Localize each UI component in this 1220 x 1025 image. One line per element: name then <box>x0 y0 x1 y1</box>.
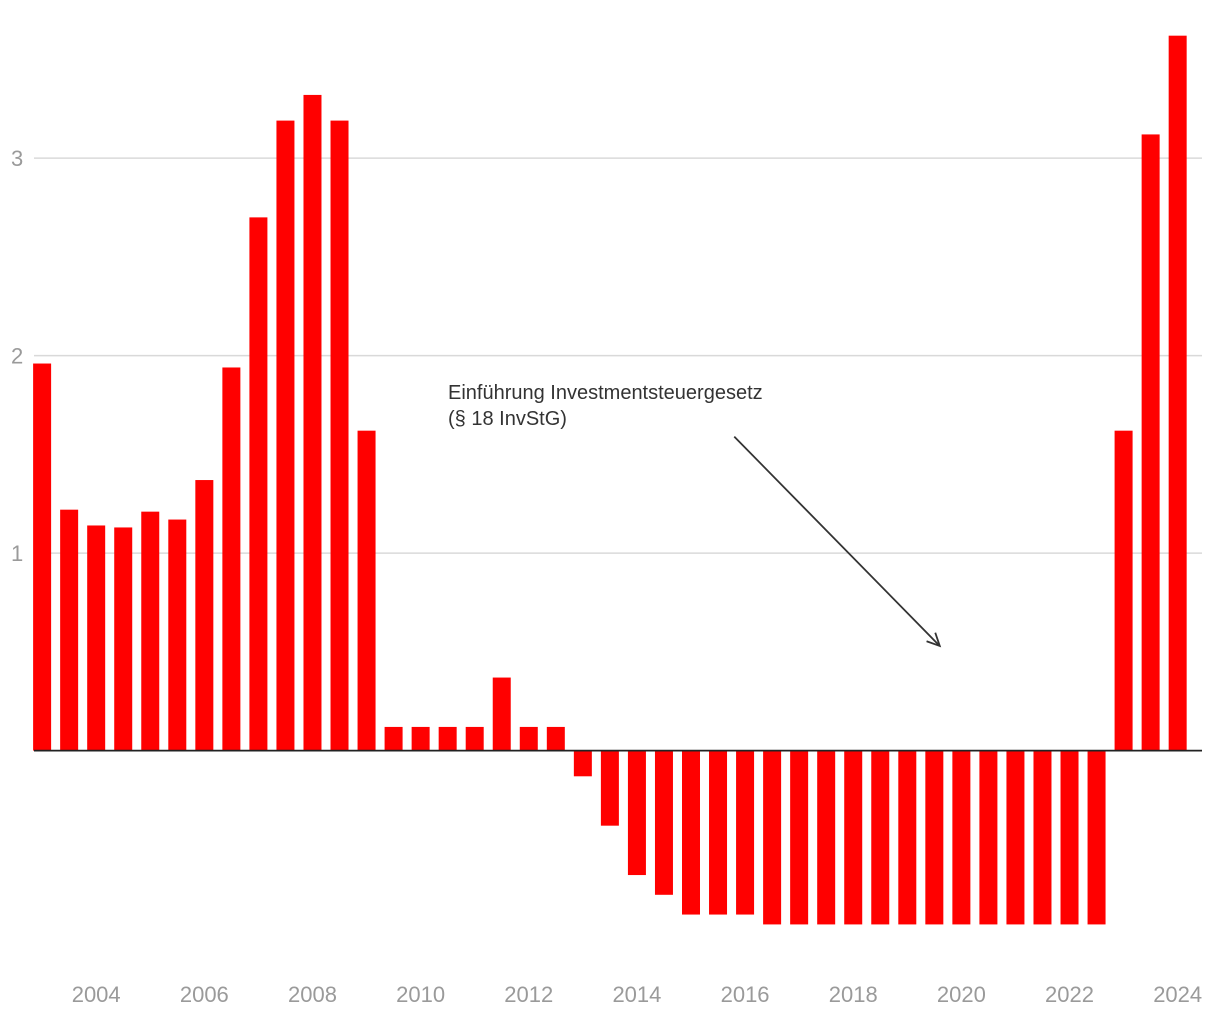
x-tick-label: 2018 <box>829 982 878 1007</box>
bar <box>790 750 809 925</box>
bar <box>519 726 538 751</box>
bar <box>492 677 511 751</box>
x-tick-label: 2016 <box>721 982 770 1007</box>
x-tick-label: 2014 <box>612 982 661 1007</box>
bar <box>303 94 322 751</box>
bar <box>60 509 79 751</box>
x-tick-label: 2004 <box>72 982 121 1007</box>
x-tick-label: 2024 <box>1153 982 1202 1007</box>
bar <box>1168 35 1187 751</box>
y-tick-label: 1 <box>11 541 23 566</box>
annotation: Einführung Investmentsteuergesetz (§ 18 I… <box>448 382 942 648</box>
bar <box>709 750 728 915</box>
y-tick-label: 3 <box>11 146 23 171</box>
bar <box>654 750 673 895</box>
bar <box>222 367 241 751</box>
bar <box>276 120 295 751</box>
bar <box>114 527 133 751</box>
bar <box>817 750 836 925</box>
bar <box>925 750 944 925</box>
bars <box>33 35 1187 925</box>
x-tick-label: 2010 <box>396 982 445 1007</box>
x-tick-label: 2022 <box>1045 982 1094 1007</box>
annotation-text-line: (§ 18 InvStG) <box>448 408 567 430</box>
bar <box>141 511 160 751</box>
bar <box>1033 750 1052 925</box>
bar <box>1060 750 1079 925</box>
bar <box>1006 750 1025 925</box>
bar <box>600 750 619 826</box>
x-tick-label: 2006 <box>180 982 229 1007</box>
x-tick-label: 2008 <box>288 982 337 1007</box>
bar <box>898 750 917 925</box>
annotation-arrow-line <box>733 435 941 647</box>
y-tick-labels: 1 2 3 <box>11 146 23 566</box>
bar <box>952 750 971 925</box>
x-tick-labels: 2004 2006 2008 2010 2012 2014 2016 2018 2020 2022… <box>72 982 1202 1007</box>
bar <box>357 430 376 751</box>
bar <box>249 217 268 751</box>
bar <box>330 120 349 751</box>
bar <box>384 726 403 751</box>
bar <box>438 726 457 751</box>
bar <box>1114 430 1133 751</box>
bar <box>33 363 52 751</box>
bar <box>871 750 890 925</box>
bar <box>465 726 484 751</box>
bar <box>573 750 592 777</box>
bar <box>763 750 782 925</box>
annotation-text-line: Einführung Investmentsteuergesetz <box>448 382 763 404</box>
bar <box>195 480 214 751</box>
bar <box>682 750 700 915</box>
bar <box>87 525 106 751</box>
bar <box>844 750 863 925</box>
annotation-arrowhead-icon <box>926 632 942 648</box>
x-tick-label: 2012 <box>504 982 553 1007</box>
bar <box>979 750 998 925</box>
x-tick-label: 2020 <box>937 982 986 1007</box>
bar <box>168 519 187 751</box>
y-tick-label: 2 <box>11 344 23 369</box>
bar <box>1141 134 1160 751</box>
bar <box>627 750 646 876</box>
bar <box>411 726 430 751</box>
bar <box>1087 750 1106 925</box>
bar <box>736 750 755 915</box>
bar <box>546 726 565 751</box>
